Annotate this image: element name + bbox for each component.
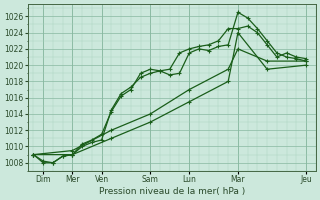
X-axis label: Pression niveau de la mer( hPa ): Pression niveau de la mer( hPa ): [99, 187, 245, 196]
